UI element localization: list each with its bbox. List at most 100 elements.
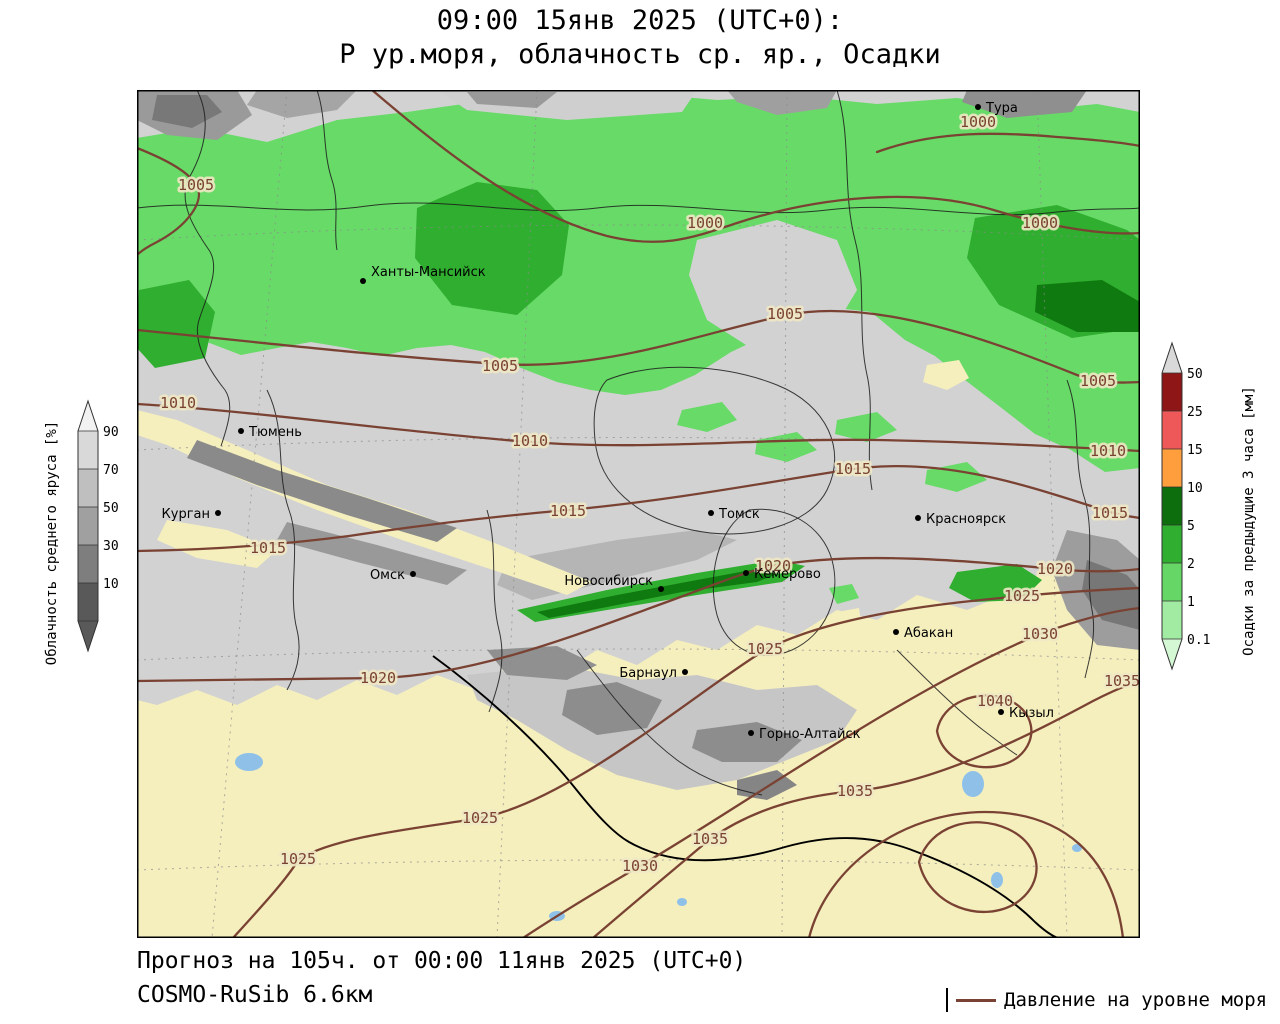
city-marker-krasnoyarsk: Красноярск — [915, 512, 1006, 527]
city-dot — [915, 515, 921, 521]
city-label: Кызыл — [1009, 706, 1054, 721]
svg-text:1010: 1010 — [512, 432, 548, 450]
svg-text:1015: 1015 — [250, 539, 286, 557]
isobar-1040-loop — [935, 694, 1033, 769]
svg-text:0.1: 0.1 — [1187, 633, 1210, 648]
svg-text:5: 5 — [1187, 519, 1195, 534]
city-dot — [743, 570, 749, 576]
city-dot — [410, 571, 416, 577]
svg-text:1025: 1025 — [1004, 587, 1040, 605]
svg-text:15: 15 — [1187, 443, 1203, 458]
legend-box-edge — [946, 988, 948, 1012]
city-marker-tyumen: Тюмень — [238, 425, 302, 440]
isobar-lines — [137, 90, 1140, 938]
precipitation-colorbar-bands — [1161, 341, 1183, 671]
title-fields: P ур.моря, облачность ср. яр., Осадки — [339, 39, 941, 70]
city-dot — [682, 669, 688, 675]
pressure-line-swatch — [956, 998, 996, 1002]
isobar-1000-line-a — [875, 132, 1140, 154]
isobar-1005-line-b — [137, 309, 1140, 384]
city-marker-omsk: Омск — [370, 568, 416, 583]
city-label: Курган — [162, 507, 210, 522]
svg-text:1005: 1005 — [767, 305, 803, 323]
city-label: Кемерово — [754, 567, 821, 582]
pressure-legend-label: Давление на уровне моря — [1004, 989, 1268, 1011]
city-label: Горно-Алтайск — [759, 727, 861, 742]
city-dot — [893, 629, 899, 635]
svg-text:1020: 1020 — [1037, 560, 1073, 578]
isobar-labels: 1005 1000 1000 1000 1005 1005 1005 1010 … — [157, 111, 1140, 878]
city-label: Красноярск — [926, 512, 1006, 527]
isobar-1020-line — [137, 556, 1140, 683]
city-dot — [658, 586, 664, 592]
map-frame — [137, 90, 1140, 938]
precipitation-layer — [137, 93, 1140, 622]
title-datetime: 09:00 15янв 2025 (UTC+0): — [436, 5, 844, 36]
svg-text:90: 90 — [103, 425, 119, 440]
svg-text:1005: 1005 — [1080, 372, 1116, 390]
isobar-1010-line — [137, 402, 1140, 453]
city-label: Тюмень — [248, 425, 302, 440]
svg-text:1035: 1035 — [1104, 672, 1140, 690]
svg-text:1025: 1025 — [280, 850, 316, 868]
cloudiness-colorbar: Облачность среднего яруса [%] 90 70 50 3… — [44, 399, 119, 665]
isobar-1035-line-b — [807, 810, 1125, 938]
isobar-1025-line — [231, 586, 1140, 938]
svg-text:1005: 1005 — [482, 357, 518, 375]
city-marker-kurgan: Курган — [162, 507, 221, 522]
svg-text:70: 70 — [103, 463, 119, 478]
city-markers: Тура Ханты-Мансийск Тюмень Курган Омск Т… — [162, 101, 1054, 742]
city-dot — [975, 104, 981, 110]
city-marker-khanty-mansiysk: Ханты-Мансийск — [360, 265, 486, 284]
svg-text:1020: 1020 — [360, 669, 396, 687]
precipitation-colorbar-label: Осадки за предыдущие 3 часа [мм] — [1241, 386, 1257, 656]
graticule — [137, 90, 1140, 938]
svg-text:10: 10 — [103, 577, 119, 592]
svg-text:1015: 1015 — [550, 502, 586, 520]
svg-text:10: 10 — [1187, 481, 1203, 496]
cloudiness-colorbar-label: Облачность среднего яруса [%] — [44, 421, 60, 665]
svg-text:1010: 1010 — [1090, 442, 1126, 460]
isobar-1005-line-a — [137, 146, 200, 257]
svg-text:2: 2 — [1187, 557, 1195, 572]
svg-text:1035: 1035 — [837, 782, 873, 800]
weather-map: 1005 1000 1000 1000 1005 1005 1005 1010 … — [137, 90, 1140, 938]
city-dot — [998, 709, 1004, 715]
svg-text:1025: 1025 — [747, 640, 783, 658]
svg-text:1030: 1030 — [622, 857, 658, 875]
top-cloud-patches — [137, 90, 1087, 140]
city-label: Барнаул — [619, 666, 677, 681]
isobar-1030-line — [521, 606, 1140, 938]
svg-text:25: 25 — [1187, 405, 1203, 420]
city-label: Омск — [370, 568, 405, 583]
svg-text:1025: 1025 — [462, 809, 498, 827]
state-border — [432, 655, 1060, 938]
city-dot — [748, 730, 754, 736]
city-marker-kyzyl: Кызыл — [998, 706, 1054, 721]
svg-text:1000: 1000 — [960, 113, 996, 131]
cloudiness-colorbar-ticks: 90 70 50 30 10 — [103, 425, 119, 592]
city-dot — [238, 428, 244, 434]
isobar-1015-line — [137, 465, 1140, 553]
isobar-1035-line-a — [591, 678, 1140, 938]
svg-text:1000: 1000 — [687, 214, 723, 232]
city-label: Ханты-Мансийск — [371, 265, 486, 280]
forecast-info: Прогноз на 105ч. от 00:00 11янв 2025 (UT… — [137, 948, 747, 974]
svg-text:1010: 1010 — [160, 394, 196, 412]
svg-text:30: 30 — [103, 539, 119, 554]
model-info: COSMO-RuSib 6.6км — [137, 982, 373, 1008]
city-marker-novosibirsk: Новосибирск — [564, 574, 664, 592]
svg-text:1030: 1030 — [1022, 625, 1058, 643]
city-label: Новосибирск — [564, 574, 653, 589]
city-marker-tomsk: Томск — [708, 507, 760, 522]
svg-text:1005: 1005 — [178, 176, 214, 194]
admin-boundaries — [137, 90, 1140, 938]
city-dot — [708, 510, 714, 516]
svg-text:50: 50 — [1187, 367, 1203, 382]
svg-text:1035: 1035 — [692, 830, 728, 848]
city-label: Абакан — [904, 626, 953, 641]
svg-text:1020: 1020 — [755, 557, 791, 575]
map-title: 09:00 15янв 2025 (UTC+0): P ур.моря, обл… — [0, 4, 1280, 72]
city-dot — [215, 510, 221, 516]
